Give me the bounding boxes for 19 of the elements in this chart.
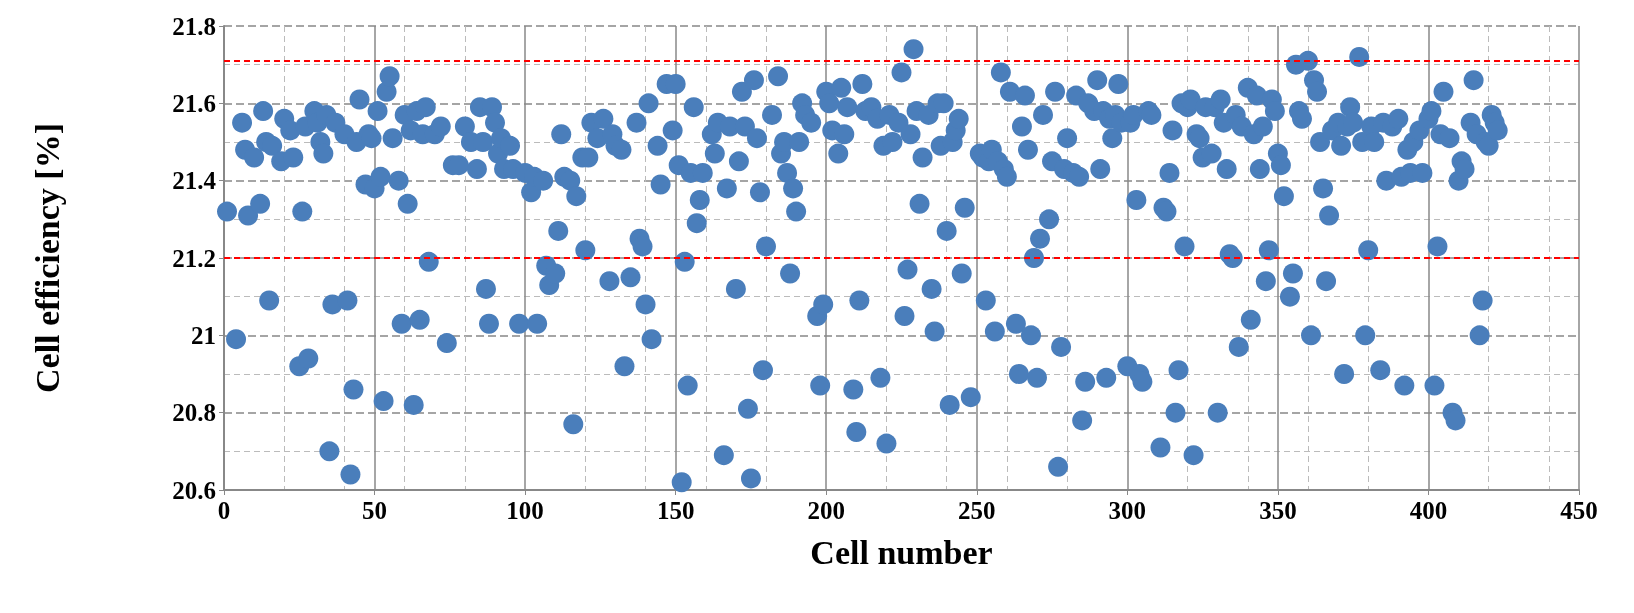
- x-tick-label: 150: [656, 497, 695, 524]
- x-tick-label: 350: [1259, 497, 1297, 524]
- y-tick-label: 21.6: [172, 89, 216, 117]
- x-tick-label: 250: [958, 497, 996, 524]
- x-tick-label: 450: [1560, 497, 1598, 524]
- x-tick-label: 300: [1108, 497, 1147, 524]
- x-tick-label: 200: [807, 497, 845, 524]
- y-tick-label: 20.8: [172, 399, 216, 427]
- y-tick-label: 21.8: [172, 12, 216, 40]
- y-tick-label: 20.6: [172, 476, 216, 504]
- x-tick-label: 0: [217, 497, 231, 524]
- y-axis-title: Cell efficiency [%]: [28, 123, 66, 393]
- x-axis-title: Cell number: [810, 533, 993, 571]
- y-tick-label: 21: [191, 321, 216, 349]
- y-tick-label: 21.2: [172, 244, 216, 272]
- x-tick-label: 100: [506, 497, 544, 524]
- x-tick-label: 400: [1409, 497, 1448, 524]
- x-tick-label: 50: [362, 497, 388, 524]
- y-tick-label: 21.4: [172, 167, 217, 195]
